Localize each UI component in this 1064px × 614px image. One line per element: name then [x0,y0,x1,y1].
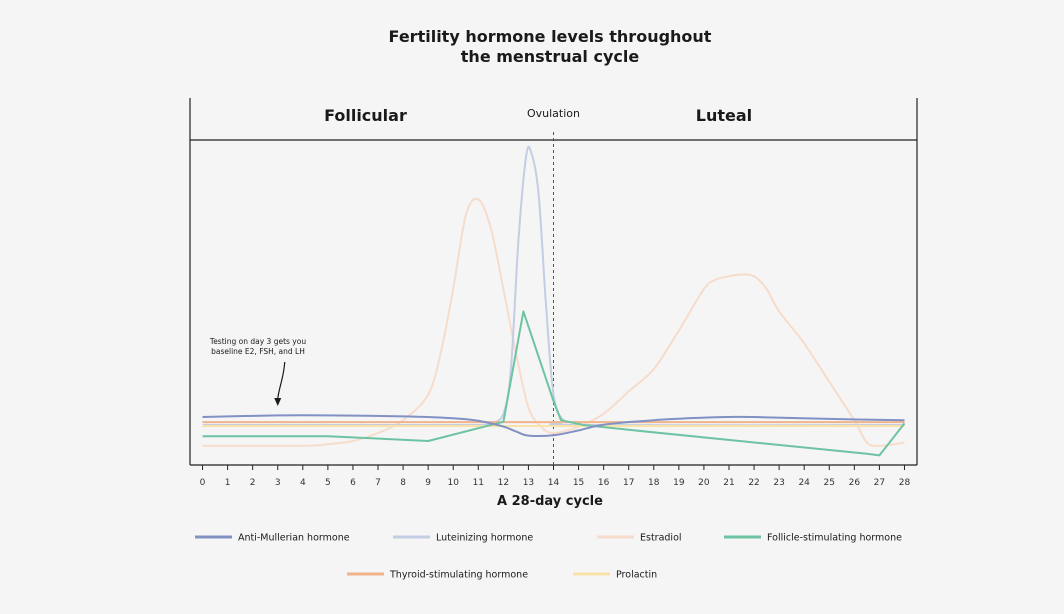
x-ticks: 0 1 2 3 4 5 6 7 8 9 10 11 12 13 14 15 16 17 18 19 20 21 22 23 24… [200,465,911,488]
x-tick-label: 8 [400,478,406,488]
x-tick-label: 25 [824,478,835,488]
annotation-line-1: Testing on day 3 gets you [209,337,306,346]
x-tick-label: 16 [598,478,610,488]
x-tick-label: 20 [698,478,710,488]
legend: Anti-Mullerian hormone Luteinizing hormon… [195,533,902,581]
x-tick-label: 12 [498,478,509,488]
phase-label-ovulation: Ovulation [527,107,580,120]
x-tick-label: 19 [673,478,685,488]
annotation: Testing on day 3 gets you baseline E2, F… [209,337,306,406]
series-group [202,145,906,457]
legend-label: Thyroid-stimulating hormone [389,570,528,581]
legend-label: Follicle-stimulating hormone [767,533,902,544]
x-tick-label: 11 [473,478,484,488]
x-tick-label: 15 [573,478,584,488]
x-tick-label: 6 [350,478,356,488]
x-tick-label: 13 [523,478,534,488]
x-tick-label: 5 [325,478,331,488]
x-axis-label: A 28-day cycle [497,494,603,509]
x-tick-label: 10 [447,478,459,488]
legend-label: Anti-Mullerian hormone [238,533,350,544]
annotation-line-2: baseline E2, FSH, and LH [211,347,305,356]
legend-label: Estradiol [640,533,682,544]
x-tick-label: 22 [748,478,759,488]
series-line-follicle-stimulating-hormone [202,310,906,457]
x-tick-label: 17 [623,478,634,488]
x-tick-label: 14 [548,478,560,488]
x-tick-label: 18 [648,478,660,488]
chart-title-line-1: Fertility hormone levels throughout [389,27,712,46]
x-tick-label: 3 [275,478,281,488]
x-tick-label: 9 [425,478,431,488]
chart-title-line-2: the menstrual cycle [461,47,640,66]
legend-label: Prolactin [616,570,657,581]
phase-label-luteal: Luteal [696,106,752,125]
x-tick-label: 28 [899,478,911,488]
x-tick-label: 21 [723,478,734,488]
x-tick-label: 26 [849,478,861,488]
x-tick-label: 2 [250,478,256,488]
phase-label-follicular: Follicular [324,106,407,125]
series-line-anti-mullerian-hormone [202,414,905,437]
x-tick-label: 4 [300,478,306,488]
series-line-estradiol [202,197,905,447]
x-tick-label: 0 [200,478,206,488]
x-tick-label: 23 [773,478,784,488]
annotation-arrow [277,361,286,400]
x-tick-label: 1 [225,478,231,488]
x-tick-label: 27 [874,478,885,488]
legend-label: Luteinizing hormone [436,533,533,544]
x-tick-label: 7 [375,478,381,488]
annotation-arrowhead [274,398,282,406]
x-tick-label: 24 [798,478,810,488]
